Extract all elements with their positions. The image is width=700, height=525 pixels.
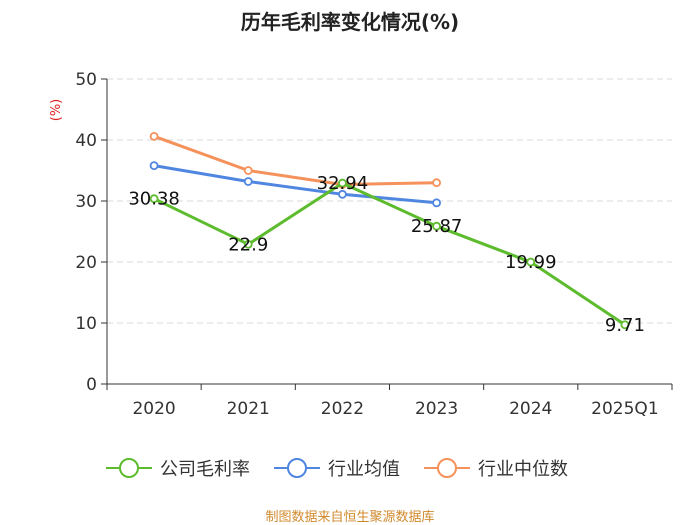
series-line-1 — [153, 164, 437, 205]
data-labels: 30.38 22.9 32.94 25.87 19.99 9.71 — [128, 173, 645, 336]
grid-lines — [107, 78, 672, 324]
series-group — [149, 131, 630, 330]
legend-label: 行业中位数 — [478, 459, 568, 480]
data-label: 30.38 — [128, 189, 180, 210]
x-tick-label: 2023 — [415, 399, 458, 419]
x-tick-label: 2021 — [227, 399, 270, 419]
source-note: 制图数据来自恒生聚源数据库 — [265, 510, 435, 525]
x-tick-label: 2020 — [132, 399, 175, 419]
data-point[interactable] — [243, 239, 253, 249]
y-tick-label: 20 — [75, 253, 97, 273]
data-label: 32.94 — [317, 173, 369, 194]
x-tick-label: 2025Q1 — [591, 399, 658, 419]
data-label: 22.9 — [228, 234, 268, 255]
data-point[interactable] — [432, 198, 441, 208]
legend: 公司毛利率 行业均值 行业中位数 — [106, 458, 568, 480]
legend-item-2[interactable]: 行业中位数 — [424, 458, 568, 480]
legend-label: 公司毛利率 — [160, 459, 250, 480]
x-tick-label: 2022 — [321, 399, 364, 419]
y-tick-label: 10 — [75, 314, 97, 334]
data-point[interactable] — [243, 177, 253, 186]
data-point[interactable] — [432, 178, 441, 188]
axes: 0 10 20 30 40 50 (%) 2020 2021 2022 2023 2024 2025Q1 — [49, 70, 673, 419]
series-line-0 — [153, 181, 626, 327]
legend-marker — [287, 458, 307, 478]
data-point[interactable] — [620, 320, 630, 330]
data-point[interactable] — [338, 178, 347, 188]
legend-item-1[interactable]: 行业均值 — [274, 458, 400, 480]
series-line-2 — [153, 134, 437, 186]
data-label: 25.87 — [411, 216, 463, 237]
data-point[interactable] — [149, 161, 159, 171]
y-axis-label: (%) — [49, 99, 64, 122]
data-point[interactable] — [149, 194, 159, 204]
data-label: 9.71 — [605, 315, 645, 336]
x-tick-label: 2024 — [509, 399, 552, 419]
legend-marker — [119, 458, 139, 478]
chart-title: 历年毛利率变化情况(%) — [240, 10, 460, 34]
data-point[interactable] — [338, 189, 347, 199]
legend-marker — [437, 458, 457, 478]
data-point[interactable] — [526, 257, 536, 267]
data-point[interactable] — [243, 166, 253, 175]
legend-item-0[interactable]: 公司毛利率 — [106, 458, 250, 480]
y-tick-label: 40 — [75, 131, 97, 151]
data-label: 19.99 — [505, 252, 557, 273]
y-tick-label: 50 — [75, 70, 97, 90]
y-tick-label: 30 — [75, 192, 97, 212]
data-point[interactable] — [149, 131, 159, 141]
legend-label: 行业均值 — [328, 459, 400, 480]
data-point[interactable] — [432, 221, 441, 231]
y-tick-label: 0 — [86, 375, 97, 395]
